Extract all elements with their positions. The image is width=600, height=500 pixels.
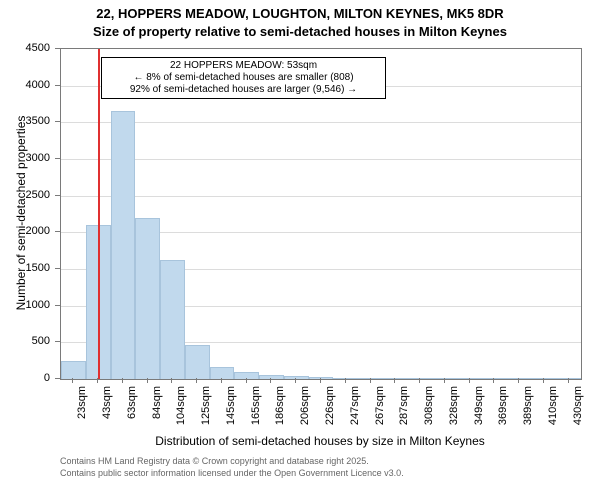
histogram-bar [457, 378, 482, 379]
x-tick-label: 145sqm [225, 386, 237, 425]
y-tick-label: 0 [0, 372, 50, 384]
y-tick-mark [55, 341, 60, 342]
x-tick-label: 23sqm [76, 386, 88, 419]
x-tick-mark [320, 378, 321, 383]
histogram-bar [333, 378, 358, 379]
histogram-bar [111, 111, 136, 379]
x-tick-label: 247sqm [349, 386, 361, 425]
histogram-bar [556, 378, 581, 379]
y-tick-label: 2000 [0, 225, 50, 237]
y-tick-mark [55, 158, 60, 159]
x-tick-label: 63sqm [126, 386, 138, 419]
histogram-bar [358, 378, 383, 379]
histogram-chart: 22, HOPPERS MEADOW, LOUGHTON, MILTON KEY… [0, 0, 600, 500]
annotation-line3: 92% of semi-detached houses are larger (… [106, 84, 381, 96]
x-tick-mark [469, 378, 470, 383]
histogram-bar [259, 375, 284, 379]
x-tick-label: 410sqm [547, 386, 559, 425]
x-tick-mark [196, 378, 197, 383]
x-tick-label: 104sqm [175, 386, 187, 425]
y-tick-mark [55, 305, 60, 306]
x-tick-label: 287sqm [398, 386, 410, 425]
x-tick-label: 226sqm [324, 386, 336, 425]
x-tick-mark [147, 378, 148, 383]
x-tick-mark [518, 378, 519, 383]
histogram-bar [210, 367, 235, 379]
y-tick-mark [55, 85, 60, 86]
annotation-line2: ← 8% of semi-detached houses are smaller… [106, 72, 381, 84]
x-axis-label: Distribution of semi-detached houses by … [60, 434, 580, 448]
footer-line2: Contains public sector information licen… [60, 468, 404, 478]
x-tick-mark [568, 378, 569, 383]
x-tick-label: 206sqm [299, 386, 311, 425]
gridline [61, 196, 581, 197]
y-tick-label: 3500 [0, 115, 50, 127]
x-tick-mark [493, 378, 494, 383]
histogram-bar [531, 378, 556, 379]
y-tick-mark [55, 121, 60, 122]
y-tick-mark [55, 268, 60, 269]
histogram-bar [135, 218, 160, 379]
y-tick-label: 1500 [0, 262, 50, 274]
y-tick-label: 500 [0, 335, 50, 347]
chart-title-line1: 22, HOPPERS MEADOW, LOUGHTON, MILTON KEY… [0, 6, 600, 21]
x-tick-mark [270, 378, 271, 383]
y-axis-label: Number of semi-detached properties [14, 116, 28, 311]
y-tick-label: 4000 [0, 79, 50, 91]
x-tick-label: 389sqm [522, 386, 534, 425]
chart-title-line2: Size of property relative to semi-detach… [0, 24, 600, 39]
x-tick-mark [122, 378, 123, 383]
y-tick-label: 4500 [0, 42, 50, 54]
x-tick-mark [171, 378, 172, 383]
x-tick-mark [345, 378, 346, 383]
gridline [61, 159, 581, 160]
x-tick-mark [419, 378, 420, 383]
x-tick-mark [246, 378, 247, 383]
histogram-bar [185, 345, 210, 379]
y-tick-mark [55, 231, 60, 232]
x-tick-mark [295, 378, 296, 383]
y-tick-mark [55, 48, 60, 49]
y-tick-label: 3000 [0, 152, 50, 164]
x-tick-mark [444, 378, 445, 383]
x-tick-mark [221, 378, 222, 383]
x-tick-label: 328sqm [448, 386, 460, 425]
histogram-bar [61, 361, 86, 379]
x-tick-label: 125sqm [200, 386, 212, 425]
y-tick-label: 1000 [0, 299, 50, 311]
x-tick-label: 165sqm [250, 386, 262, 425]
x-tick-label: 43sqm [101, 386, 113, 419]
x-tick-mark [394, 378, 395, 383]
annotation-line1: 22 HOPPERS MEADOW: 53sqm [106, 60, 381, 72]
plot-area: 22 HOPPERS MEADOW: 53sqm ← 8% of semi-de… [60, 48, 582, 380]
histogram-bar [432, 378, 457, 379]
histogram-bar [160, 260, 185, 379]
y-tick-mark [55, 378, 60, 379]
x-tick-label: 349sqm [473, 386, 485, 425]
y-tick-mark [55, 195, 60, 196]
x-tick-label: 267sqm [374, 386, 386, 425]
y-tick-label: 2500 [0, 189, 50, 201]
annotation-box: 22 HOPPERS MEADOW: 53sqm ← 8% of semi-de… [101, 57, 386, 99]
gridline [61, 122, 581, 123]
x-tick-label: 84sqm [151, 386, 163, 419]
x-tick-mark [543, 378, 544, 383]
x-tick-mark [72, 378, 73, 383]
x-tick-label: 186sqm [274, 386, 286, 425]
footer-line1: Contains HM Land Registry data © Crown c… [60, 456, 369, 466]
x-tick-label: 308sqm [423, 386, 435, 425]
x-tick-mark [370, 378, 371, 383]
x-tick-label: 430sqm [572, 386, 584, 425]
histogram-bar [234, 372, 259, 379]
x-tick-label: 369sqm [497, 386, 509, 425]
